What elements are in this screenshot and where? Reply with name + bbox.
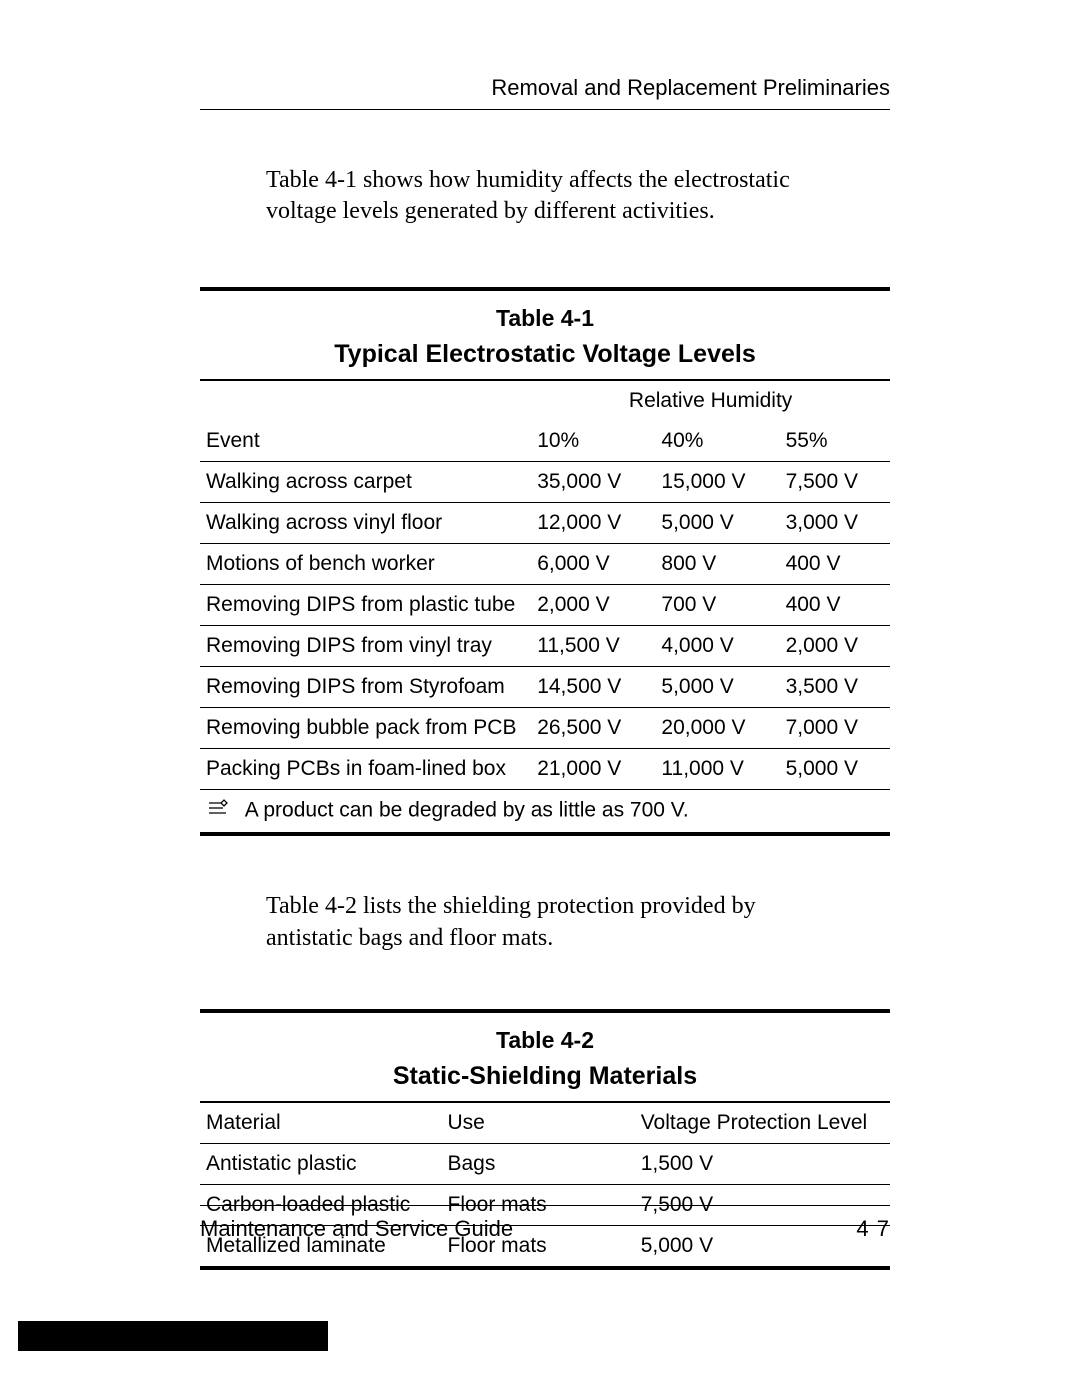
redaction-bar — [18, 1321, 328, 1351]
page: Removal and Replacement Preliminaries Ta… — [0, 0, 1080, 1397]
cell: 12,000 V — [531, 503, 655, 544]
table-4-1-grid: Relative Humidity Event 10% 40% 55% Walk… — [200, 381, 890, 832]
table-col-10pct: 10% — [531, 421, 655, 462]
cell: 800 V — [655, 544, 779, 585]
cell: 2,000 V — [531, 585, 655, 626]
table-note-text: A product can be degraded by as little a… — [245, 799, 689, 822]
table-header-spanrow: Relative Humidity — [200, 381, 890, 421]
footer-right: 4 7 — [856, 1216, 890, 1242]
cell: Packing PCBs in foam-lined box — [200, 749, 531, 790]
table-col-40pct: 40% — [655, 421, 779, 462]
cell: 21,000 V — [531, 749, 655, 790]
table-header-empty — [200, 381, 531, 421]
page-footer: Maintenance and Service Guide 4 7 — [200, 1205, 890, 1242]
cell: 4,000 V — [655, 626, 779, 667]
table-row: Removing bubble pack from PCB26,500 V20,… — [200, 708, 890, 749]
intro-paragraph-2: Table 4-2 lists the shielding protection… — [266, 891, 846, 953]
cell: 11,000 V — [655, 749, 779, 790]
cell: Antistatic plastic — [200, 1143, 442, 1184]
cell: Removing bubble pack from PCB — [200, 708, 531, 749]
table-row: Walking across carpet35,000 V15,000 V7,5… — [200, 462, 890, 503]
cell: 7,000 V — [780, 708, 890, 749]
cell: 20,000 V — [655, 708, 779, 749]
cell: Removing DIPS from vinyl tray — [200, 626, 531, 667]
table-col-event: Event — [200, 421, 531, 462]
cell: 5,000 V — [655, 667, 779, 708]
cell: 11,500 V — [531, 626, 655, 667]
table-note-cell: A product can be degraded by as little a… — [200, 790, 890, 833]
table-bottom-rule — [200, 832, 890, 836]
footer-row: Maintenance and Service Guide 4 7 — [200, 1216, 890, 1242]
cell: Removing DIPS from Styrofoam — [200, 667, 531, 708]
cell: 35,000 V — [531, 462, 655, 503]
footer-left: Maintenance and Service Guide — [200, 1216, 513, 1242]
table-row: Removing DIPS from Styrofoam14,500 V5,00… — [200, 667, 890, 708]
table-row: Motions of bench worker6,000 V800 V400 V — [200, 544, 890, 585]
cell: 400 V — [780, 544, 890, 585]
cell: Motions of bench worker — [200, 544, 531, 585]
table-4-1: Table 4-1 Typical Electrostatic Voltage … — [200, 287, 890, 836]
cell: 400 V — [780, 585, 890, 626]
table-title: Typical Electrostatic Voltage Levels — [200, 332, 890, 381]
table-header-row: Material Use Voltage Protection Level — [200, 1103, 890, 1144]
table-header-relative-humidity: Relative Humidity — [531, 381, 890, 421]
table-bottom-rule — [200, 1266, 890, 1270]
cell: 15,000 V — [655, 462, 779, 503]
table-row: Removing DIPS from vinyl tray11,500 V4,0… — [200, 626, 890, 667]
table-title: Static-Shielding Materials — [200, 1054, 890, 1103]
table-number: Table 4-1 — [200, 291, 890, 332]
cell: 5,000 V — [780, 749, 890, 790]
table-row: Packing PCBs in foam-lined box21,000 V11… — [200, 749, 890, 790]
table-col-material: Material — [200, 1103, 442, 1144]
cell: Removing DIPS from plastic tube — [200, 585, 531, 626]
table-col-use: Use — [442, 1103, 635, 1144]
intro-paragraph-1: Table 4-1 shows how humidity affects the… — [266, 165, 846, 227]
table-col-55pct: 55% — [780, 421, 890, 462]
cell: 700 V — [655, 585, 779, 626]
cell: Walking across vinyl floor — [200, 503, 531, 544]
cell: 3,500 V — [780, 667, 890, 708]
cell: Walking across carpet — [200, 462, 531, 503]
table-col-voltage-protection-level: Voltage Protection Level — [635, 1103, 890, 1144]
page-header: Removal and Replacement Preliminaries — [200, 75, 890, 110]
cell: 2,000 V — [780, 626, 890, 667]
pencil-note-icon — [206, 798, 230, 824]
cell: 6,000 V — [531, 544, 655, 585]
cell: 7,500 V — [780, 462, 890, 503]
table-row: Walking across vinyl floor12,000 V5,000 … — [200, 503, 890, 544]
table-row: Antistatic plasticBags1,500 V — [200, 1143, 890, 1184]
cell: 14,500 V — [531, 667, 655, 708]
table-header-row: Event 10% 40% 55% — [200, 421, 890, 462]
table-note-row: A product can be degraded by as little a… — [200, 790, 890, 833]
cell: 5,000 V — [655, 503, 779, 544]
cell: 26,500 V — [531, 708, 655, 749]
table-row: Removing DIPS from plastic tube2,000 V70… — [200, 585, 890, 626]
table-number: Table 4-2 — [200, 1013, 890, 1054]
page-header-text: Removal and Replacement Preliminaries — [491, 75, 890, 100]
cell: 1,500 V — [635, 1143, 890, 1184]
cell: 3,000 V — [780, 503, 890, 544]
cell: Bags — [442, 1143, 635, 1184]
